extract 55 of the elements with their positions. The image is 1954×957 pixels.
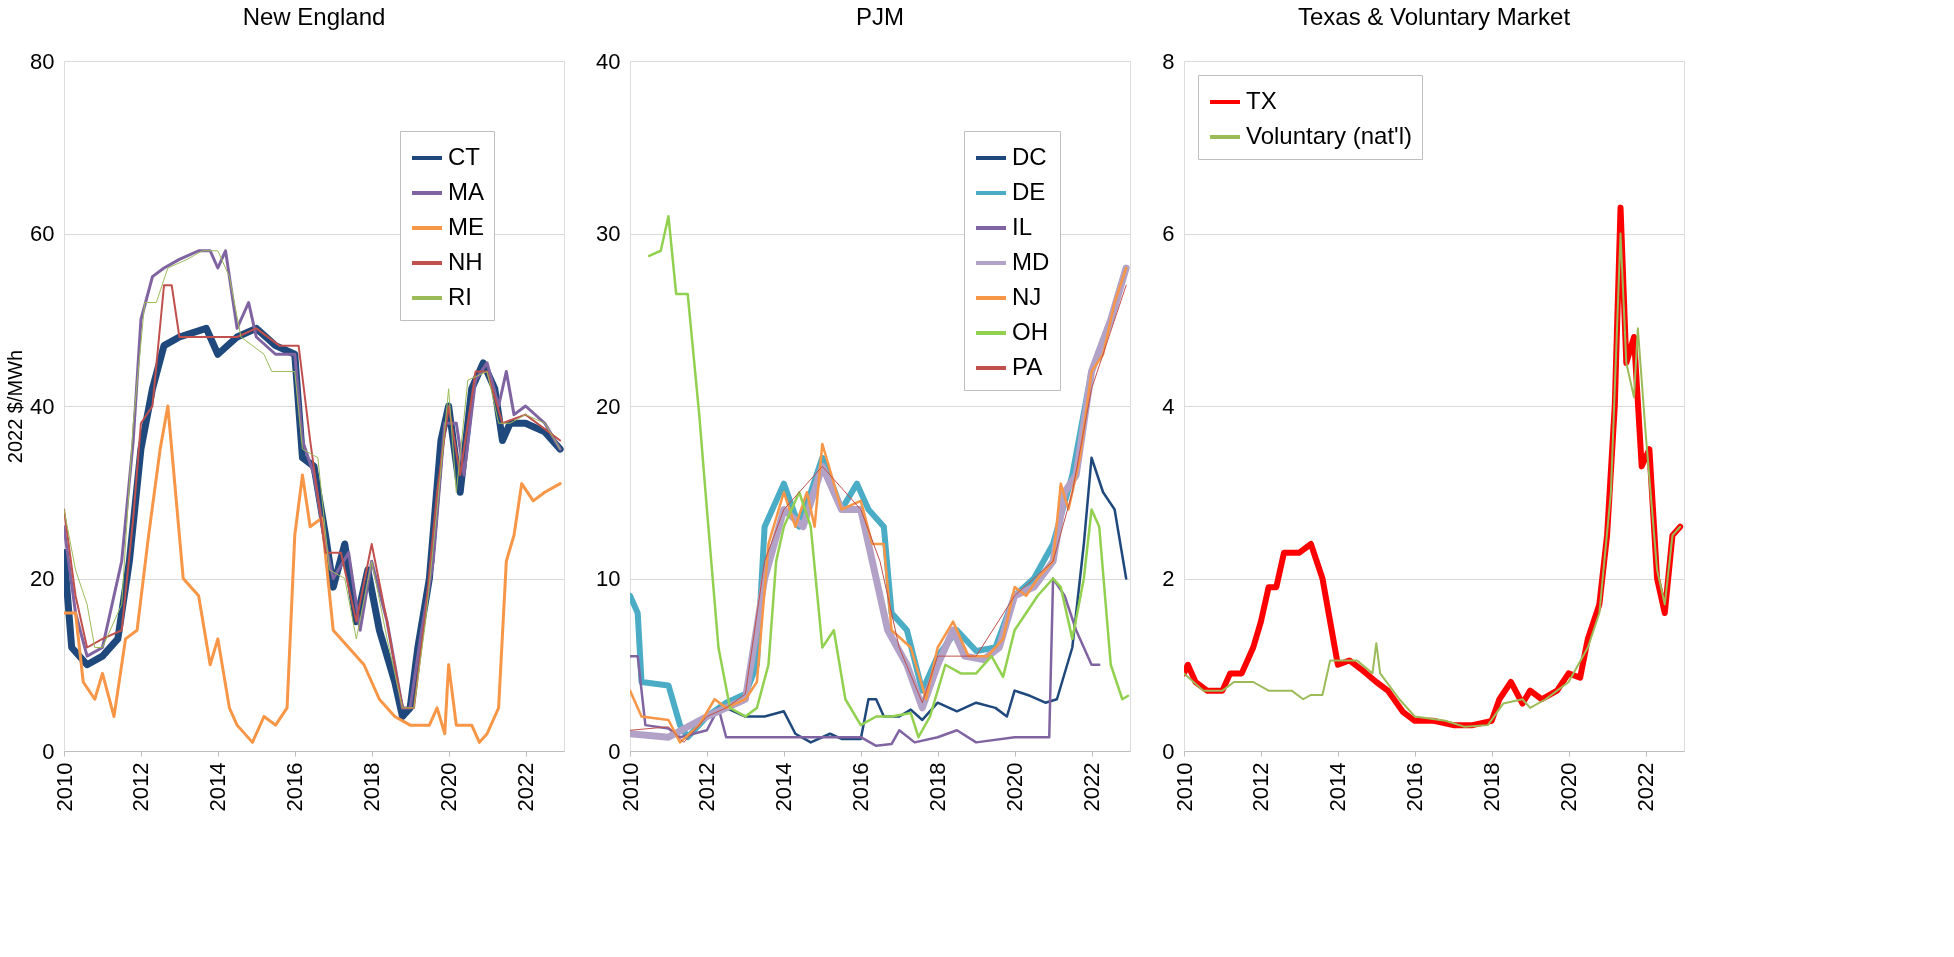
- y-tick-label: 8: [1162, 48, 1175, 74]
- x-tick-label: 2014: [771, 762, 797, 812]
- legend-label: OH: [1012, 318, 1048, 345]
- legend-label: TX: [1246, 87, 1277, 114]
- chart-title: New England: [242, 3, 386, 30]
- x-tick-label: 2018: [359, 762, 385, 812]
- y-tick-label: 60: [30, 221, 55, 246]
- legend-label: Voluntary (nat'l): [1246, 122, 1412, 149]
- y-tick-label: 0: [608, 738, 621, 764]
- x-tick-label: 2018: [925, 762, 951, 812]
- legend-label: RI: [448, 283, 472, 310]
- y-tick-label: 2: [1162, 566, 1175, 591]
- chart-title: Texas & Voluntary Market: [1297, 3, 1571, 30]
- legend-label: ME: [448, 213, 484, 240]
- x-tick-label: 2012: [694, 762, 720, 812]
- x-tick-label: 2016: [848, 762, 874, 812]
- y-tick-label: 20: [596, 393, 621, 419]
- legend-label: MA: [448, 178, 484, 205]
- y-tick-label: 80: [30, 48, 55, 74]
- y-axis-title: 2022 $/MWh: [4, 349, 27, 464]
- x-tick-label: 2018: [1479, 762, 1505, 812]
- x-tick-label: 2020: [1556, 762, 1582, 812]
- y-tick-label: 10: [596, 566, 621, 591]
- legend-label: NH: [448, 248, 483, 275]
- x-tick-label: 2012: [128, 762, 154, 812]
- legend-label: DC: [1012, 143, 1047, 170]
- legend-label: NJ: [1012, 283, 1042, 310]
- y-tick-label: 0: [42, 738, 55, 764]
- x-tick-label: 2014: [1325, 762, 1351, 812]
- line-series: [64, 404, 562, 744]
- x-tick-label: 2010: [1171, 762, 1197, 812]
- x-tick-label: 2016: [1402, 762, 1428, 812]
- y-tick-label: 0: [1162, 738, 1175, 764]
- y-tick-label: 40: [596, 48, 621, 74]
- legend-label: CT: [448, 143, 481, 170]
- y-tick-label: 6: [1162, 221, 1175, 246]
- y-tick-label: 30: [596, 221, 621, 246]
- x-tick-label: 2022: [1633, 762, 1659, 812]
- legend-label: PA: [1012, 353, 1043, 380]
- legend-label: DE: [1012, 178, 1046, 205]
- x-tick-label: 2010: [51, 762, 77, 812]
- y-tick-label: 20: [30, 566, 55, 591]
- legend-label: IL: [1012, 213, 1033, 240]
- x-tick-label: 2012: [1248, 762, 1274, 812]
- x-tick-label: 2010: [617, 762, 643, 812]
- x-tick-label: 2020: [436, 762, 462, 812]
- x-tick-label: 2020: [1002, 762, 1028, 812]
- x-tick-label: 2022: [1079, 762, 1105, 812]
- x-tick-label: 2016: [282, 762, 308, 812]
- chart-title: PJM: [856, 3, 904, 30]
- legend-label: MD: [1012, 248, 1050, 275]
- y-tick-label: 40: [30, 393, 55, 419]
- x-tick-label: 2014: [205, 762, 231, 812]
- y-tick-label: 4: [1162, 393, 1175, 419]
- x-tick-label: 2022: [513, 762, 539, 812]
